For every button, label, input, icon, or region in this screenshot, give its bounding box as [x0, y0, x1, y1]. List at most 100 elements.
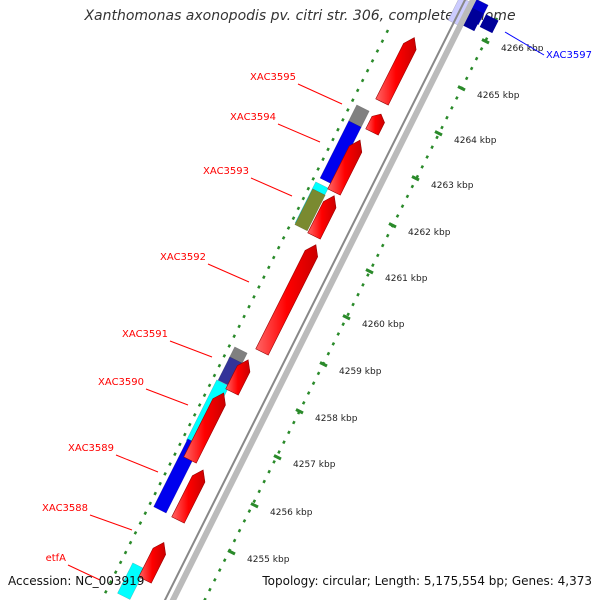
tick-dot — [366, 273, 370, 277]
outer-tick-dot — [197, 403, 202, 407]
accession-label: Accession: NC_003919 — [8, 574, 145, 588]
major-tick — [295, 408, 304, 415]
tick-dot — [400, 204, 405, 209]
outer-tick-dot — [306, 186, 311, 191]
gene-label[interactable]: XAC3595 — [250, 72, 296, 83]
backbone-line — [163, 0, 467, 600]
tick-dot — [371, 263, 375, 268]
tick-dot — [440, 125, 444, 130]
gene-leader-line — [89, 514, 133, 531]
tick-dot — [272, 459, 276, 464]
outer-tick-dot — [262, 275, 266, 280]
tick-dot — [242, 518, 247, 523]
outer-tick-dot — [311, 176, 316, 181]
gene-arrow — [225, 359, 251, 396]
tick-label: 4257 kbp — [293, 460, 336, 470]
outer-tick-dot — [118, 560, 123, 565]
tick-dot — [311, 381, 316, 386]
tick-dot — [455, 96, 459, 100]
gene-label[interactable]: XAC3594 — [230, 112, 276, 123]
outer-tick-dot — [370, 58, 375, 63]
tick-dot — [420, 164, 425, 169]
outer-tick-dot — [375, 49, 380, 53]
outer-tick-dot — [276, 245, 281, 250]
outer-tick-dot — [242, 314, 246, 319]
gene-ring — [138, 6, 499, 584]
outer-tick-dot — [104, 589, 108, 594]
tick-dot — [464, 76, 469, 81]
tick-dot — [430, 145, 434, 150]
outer-tick-dot — [271, 255, 276, 260]
major-tick — [342, 314, 351, 321]
major-tick — [457, 85, 466, 92]
tick-dot — [232, 538, 237, 543]
tick-dot — [356, 292, 360, 297]
outer-tick-dot — [168, 462, 172, 466]
tick-dot — [247, 509, 252, 513]
outer-tick-dot — [350, 98, 355, 103]
tick-dot — [222, 558, 227, 563]
gene-leader-line — [297, 83, 343, 105]
outer-tick-dot — [237, 324, 241, 329]
tick-label: 4263 kbp — [431, 181, 474, 191]
gene-label[interactable]: XAC3588 — [42, 503, 88, 514]
tick-label: 4264 kbp — [454, 136, 497, 146]
outer-tick-dot — [321, 157, 325, 162]
tick-dot — [380, 243, 385, 248]
gene-arrow — [375, 37, 417, 106]
outer-tick-dot — [138, 521, 143, 525]
tick-dot — [450, 105, 454, 110]
outer-tick-dot — [163, 471, 167, 476]
tick-label: 4261 kbp — [385, 274, 428, 284]
gene-leader-line — [250, 177, 293, 197]
outer-tick-dot — [281, 235, 286, 240]
tick-dot — [252, 499, 257, 504]
tick-ring — [100, 17, 499, 600]
gene-label[interactable]: XAC3591 — [122, 329, 168, 340]
gene-label[interactable]: etfA — [46, 553, 67, 564]
outer-tick-dot — [365, 68, 370, 73]
tick-dot — [445, 115, 449, 120]
major-tick — [434, 130, 443, 137]
gene-label[interactable]: XAC3592 — [160, 252, 206, 263]
tick-dot — [474, 56, 479, 61]
major-tick — [365, 268, 374, 275]
outer-tick-dot — [202, 393, 207, 398]
tick-dot — [208, 587, 212, 592]
outer-tick-dot — [207, 383, 212, 388]
tick-dot — [346, 312, 350, 317]
major-tick — [319, 361, 328, 368]
outer-tick-dot — [291, 216, 296, 221]
cog-band-olive — [294, 188, 326, 232]
outer-tick-dot — [173, 452, 177, 457]
outer-tick-dot — [316, 167, 320, 171]
tick-dot — [331, 341, 336, 346]
gene-leader-line — [169, 340, 213, 358]
gene-label[interactable]: XAC3593 — [203, 166, 249, 177]
tick-label: 4265 kbp — [477, 91, 520, 101]
gene-arrow — [183, 392, 226, 464]
tick-dot — [405, 194, 410, 199]
tick-dot — [237, 528, 242, 533]
tick-label: 4258 kbp — [315, 414, 358, 424]
outer-tick-dot — [355, 88, 360, 93]
outer-tick-dot — [252, 294, 256, 299]
outer-tick-dot — [232, 334, 237, 339]
tick-dot — [336, 332, 341, 336]
outer-tick-dot — [123, 550, 128, 555]
outer-tick-dot — [212, 373, 217, 378]
tick-label: 4260 kbp — [362, 320, 405, 330]
gene-label[interactable]: XAC3590 — [98, 377, 144, 388]
outer-tick-dot — [192, 412, 197, 417]
topology-label: Topology: circular; Length: 5,175,554 bp… — [262, 574, 592, 588]
gene-label[interactable]: XAC3597 — [546, 50, 592, 61]
tick-label: 4262 kbp — [408, 228, 451, 238]
outer-tick-dot — [153, 491, 157, 496]
gene-arrow — [171, 469, 206, 524]
outer-tick-dot — [296, 206, 301, 211]
outer-tick-dot — [286, 226, 291, 230]
outer-tick-dot — [158, 481, 162, 486]
gene-label[interactable]: XAC3589 — [68, 443, 114, 454]
tick-dot — [425, 155, 429, 159]
